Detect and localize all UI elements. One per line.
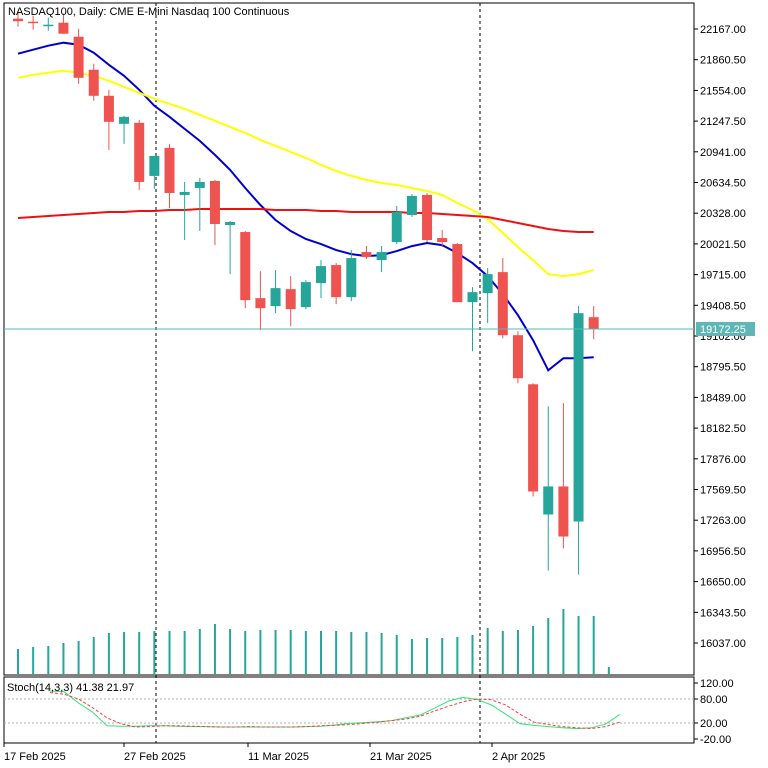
candle	[73, 28, 84, 84]
price-tick-label: 18489.00	[700, 392, 746, 404]
stoch-signal-line	[49, 692, 620, 730]
candle	[346, 250, 357, 302]
candles	[13, 12, 599, 575]
candle	[149, 155, 160, 189]
candle	[437, 230, 448, 248]
date-label: 17 Feb 2025	[4, 751, 66, 763]
candle	[58, 13, 69, 34]
candle	[376, 246, 387, 273]
current-price-tag: 19172.25	[696, 321, 755, 336]
price-tick-label: 21860.50	[700, 55, 746, 67]
stoch-panel	[3, 676, 695, 744]
price-tick-label: 22167.00	[700, 24, 746, 36]
price-tick-label: 19408.50	[700, 300, 746, 312]
stoch-tick-label: -20.00	[700, 734, 731, 746]
price-tick-label: 17263.00	[700, 515, 746, 527]
candle	[270, 270, 281, 314]
date-label: 11 Mar 2025	[248, 751, 309, 763]
ma-line-0	[17, 41, 594, 372]
candle	[316, 260, 326, 299]
candle	[28, 15, 39, 30]
candle	[452, 243, 463, 303]
price-tick-label: 18182.50	[700, 423, 746, 435]
date-label: 27 Feb 2025	[124, 751, 186, 763]
price-tick-label: 20021.50	[700, 239, 746, 251]
candle	[422, 192, 433, 243]
candle	[103, 89, 114, 150]
price-tick-label: 20634.50	[700, 178, 746, 190]
date-axis: 17 Feb 2025 27 Feb 2025 11 Mar 2025 21 Mar …	[3, 743, 545, 763]
stoch-main-line	[49, 690, 620, 730]
candle	[391, 205, 402, 245]
stoch-tick-label: 120.00	[700, 678, 734, 690]
price-tick-label: 21554.00	[700, 85, 746, 97]
stoch-tick-label: 80.00	[700, 694, 728, 706]
candle	[467, 287, 478, 352]
price-tick-label: 17569.50	[700, 485, 746, 497]
chart-title: NASDAQ100, Daily: CME E-Mini Nasdaq 100 …	[8, 6, 290, 18]
ma-line-1	[17, 69, 594, 278]
candle	[164, 143, 175, 208]
stoch-axis: 120.00 80.00 20.00 -20.00	[694, 678, 734, 746]
price-tick-label: 16037.00	[700, 638, 746, 650]
stoch-label: Stoch(14,3,3) 41.38 21.97	[7, 682, 134, 694]
candle	[558, 403, 569, 549]
candle	[179, 181, 190, 241]
candle	[209, 179, 220, 246]
candle	[331, 263, 342, 305]
candle	[528, 383, 539, 497]
candle	[194, 177, 205, 232]
price-tick-label: 16343.50	[700, 607, 746, 619]
candle	[255, 271, 266, 331]
date-label: 2 Apr 2025	[492, 751, 545, 763]
candle	[13, 12, 23, 27]
candle	[134, 119, 145, 190]
price-tick-label: 16956.50	[700, 546, 746, 558]
price-tick-label: 17876.00	[700, 454, 746, 466]
price-tick-label: 18795.50	[700, 362, 746, 374]
candle	[225, 221, 236, 275]
price-tick-label: 19715.00	[700, 270, 746, 282]
stochastic-lines	[4, 690, 694, 730]
date-label: 21 Mar 2025	[370, 751, 432, 763]
candle	[512, 331, 523, 384]
candle	[588, 306, 599, 340]
price-axis: 22167.00 21860.50 21554.00 21247.50 20941.00…	[694, 24, 746, 650]
candle	[300, 280, 311, 310]
ma-line-2	[17, 208, 594, 233]
candle	[119, 115, 130, 144]
candle	[88, 63, 99, 101]
price-tick-label: 21247.50	[700, 116, 746, 128]
candle	[497, 258, 508, 339]
candle	[573, 306, 584, 575]
price-tick-label: 20941.00	[700, 147, 746, 159]
candle	[240, 231, 251, 309]
candle	[285, 276, 296, 327]
price-tick-label: 16650.00	[700, 577, 746, 589]
current-price-value: 19172.25	[700, 324, 746, 336]
volume-bars	[17, 609, 610, 674]
candle	[482, 268, 493, 324]
candle	[43, 17, 54, 31]
stoch-tick-label: 20.00	[700, 718, 728, 730]
moving-averages	[17, 41, 594, 372]
candle	[543, 406, 554, 571]
price-tick-label: 20328.00	[700, 208, 746, 220]
candle	[361, 246, 372, 260]
candle	[406, 193, 417, 218]
